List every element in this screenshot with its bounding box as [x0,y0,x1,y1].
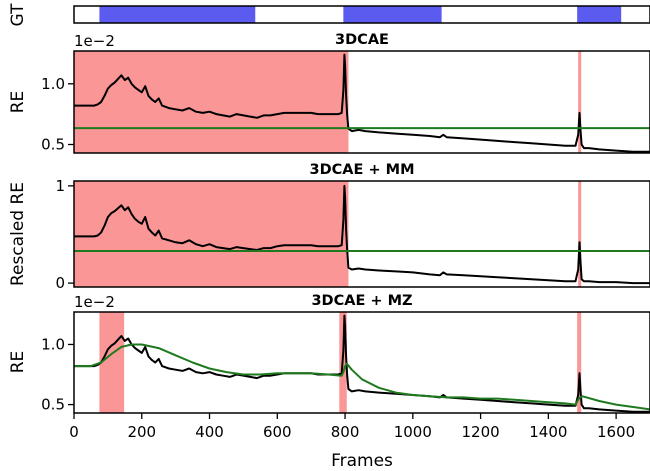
panel-3dcae-mm-yticks: 01 [55,177,74,292]
xtick-label-7: 1400 [529,423,567,441]
panel-3dcae-axes-frame [73,50,650,154]
panel-3dcae-ytick-label-0: 0.5 [41,136,65,154]
xtick-label-2: 400 [195,423,224,441]
panel-3dcae-ytick-label-1: 1.0 [41,75,65,93]
panel-3dcae-mz-shaded-regions [99,312,582,413]
xtick-label-8: 1600 [597,423,635,441]
panel-3dcae-mz-ylabel: RE [8,351,28,374]
x-axis-label: Frames [331,451,393,471]
panel-3dcae: 0.5 1.0 3DCAE 1e−2 RE [8,32,650,154]
panel-3dcae-mm-shade-1 [578,181,582,287]
panel-3dcae-mz-shade-0 [99,312,125,413]
panel-3dcae-title: 3DCAE [335,32,389,48]
xtick-label-3: 600 [263,423,292,441]
gt-ylabel: GT [8,3,28,27]
panel-3dcae-mz-series [74,314,650,413]
xtick-label-5: 1000 [394,423,432,441]
xtick-label-1: 200 [127,423,156,441]
panel-3dcae-mz-series-1 [74,343,650,411]
panel-3dcae-series [74,53,650,153]
gt-segment-0 [99,6,256,23]
gt-axes-frame [73,5,650,24]
panel-3dcae-mm-ytick-label-0: 0 [55,274,65,292]
panel-3dcae-mm-series [74,184,650,285]
panel-3dcae-mm-shade-0 [74,181,349,287]
panel-3dcae-mm-shaded-regions [74,181,582,287]
panel-3dcae-mz-ytick-label-1: 1.0 [41,335,65,353]
panel-3dcae-mz-series-0 [74,314,650,413]
panel-3dcae-mz-yticks: 0.5 1.0 [41,335,74,414]
panel-3dcae-mm-series-0 [74,184,650,285]
xtick-label-0: 0 [69,423,79,441]
panel-3dcae-shaded-regions [74,51,582,153]
gt-segment-1 [343,6,442,23]
panel-3dcae-mz-xticks: 0 200 400 600 800 1000 1200 1400 1600 [69,413,635,441]
panel-3dcae-shade-1 [578,51,582,153]
gt-panel: GT [8,3,650,27]
gt-segment-2 [577,6,622,23]
xtick-label-4: 800 [331,423,360,441]
panel-3dcae-shade-0 [74,51,349,153]
panel-3dcae-ylabel: RE [8,91,28,114]
gt-segments [99,6,622,23]
xtick-label-6: 1200 [461,423,499,441]
panel-3dcae-mm: 01 3DCAE + MM Rescaled RE [8,162,650,292]
panel-3dcae-series-0 [74,53,650,153]
panel-3dcae-offset-text: 1e−2 [74,32,115,50]
panel-3dcae-mz-ytick-label-0: 0.5 [41,396,65,414]
panel-3dcae-mm-ytick-label-1: 1 [55,177,65,195]
panel-3dcae-mm-ylabel: Rescaled RE [8,182,28,286]
panel-3dcae-mz-axes-frame [73,311,650,414]
panel-3dcae-mz-offset-text: 1e−2 [74,293,115,311]
panel-3dcae-mm-axes-frame [73,180,650,288]
panel-3dcae-yticks: 0.5 1.0 [41,75,74,154]
panel-3dcae-mz-title: 3DCAE + MZ [311,293,412,309]
panel-3dcae-mz-shade-2 [577,312,582,413]
panel-3dcae-mm-title: 3DCAE + MM [310,162,415,178]
panel-3dcae-mz: 0.5 1.0 0 200 400 600 800 1000 1200 1400 1600 3DC… [8,293,650,471]
